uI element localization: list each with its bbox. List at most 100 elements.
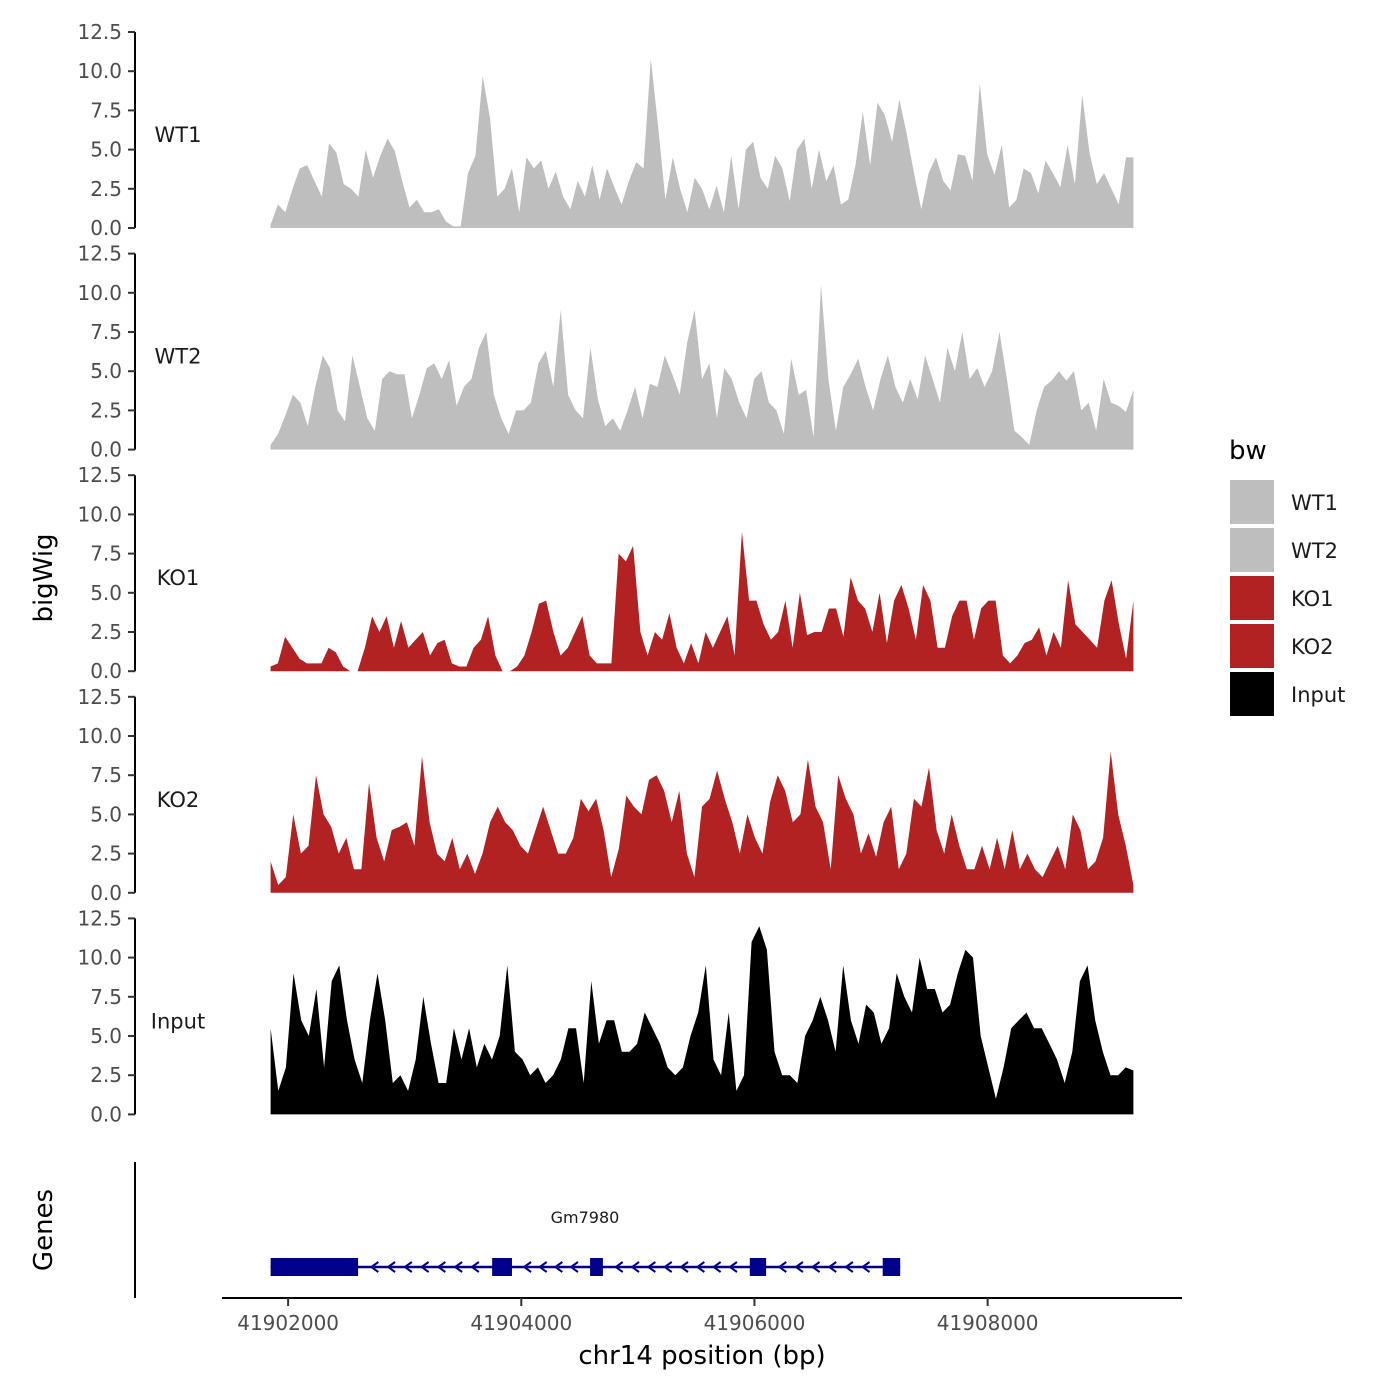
x-tick-label: 41902000 (237, 1311, 339, 1335)
y-tick-label: 12.5 (77, 906, 122, 930)
x-tick-label: 41904000 (470, 1311, 572, 1335)
y-tick-label: 0.0 (90, 438, 122, 462)
track-label-input: Input (151, 1009, 205, 1033)
strand-arrow (522, 1261, 532, 1273)
strand-arrow (810, 1261, 821, 1273)
signal-area-wt1 (270, 58, 1134, 229)
strand-arrow (794, 1261, 804, 1273)
y-tick-label: 10.0 (77, 724, 122, 748)
y-tick-label: 7.5 (90, 98, 122, 122)
y-tick-label: 5.0 (90, 359, 122, 383)
strand-arrow (419, 1261, 430, 1273)
strand-arrow (403, 1261, 413, 1273)
y-tick-label: 7.5 (90, 985, 122, 1009)
legend-swatch-ko2 (1230, 624, 1274, 668)
gene-model (270, 1258, 901, 1276)
y-tick-label: 10.0 (77, 281, 122, 305)
x-tick-label: 41906000 (704, 1311, 806, 1335)
y-tick-label: 2.5 (90, 1063, 122, 1087)
strand-arrow (827, 1261, 837, 1273)
strand-arrow (369, 1261, 379, 1273)
gene-exon (590, 1258, 603, 1276)
x-tick-label: 41908000 (937, 1311, 1039, 1335)
strand-arrow (614, 1261, 624, 1273)
strand-arrow (470, 1261, 480, 1273)
y-tick-label: 2.5 (90, 842, 122, 866)
track-label-ko2: KO2 (157, 788, 200, 812)
gene-exon (270, 1258, 359, 1276)
signal-tracks: 0.0 2.5 5.0 7.5 10.0 12.5 WT1 0.0 2.5 5.0 7.5 10.0 1… (77, 20, 1134, 1126)
y-tick-label: 2.5 (90, 398, 122, 422)
legend-label-ko1: KO1 (1291, 587, 1334, 611)
strand-arrow (662, 1261, 673, 1273)
x-axis-title: chr14 position (bp) (578, 1341, 825, 1371)
gene-exon (749, 1258, 767, 1276)
track-label-wt1: WT1 (155, 123, 202, 147)
y-tick-label: 0.0 (90, 881, 122, 905)
legend-title: bw (1229, 436, 1267, 466)
y-tick-label: 0.0 (90, 216, 122, 240)
track-label-ko1: KO1 (157, 566, 200, 590)
legend-label-wt1: WT1 (1291, 491, 1338, 515)
strand-arrow (844, 1261, 854, 1273)
y-tick-label: 12.5 (77, 242, 122, 266)
strand-arrow (453, 1261, 463, 1273)
y-tick-label: 5.0 (90, 802, 122, 826)
y-tick-label: 7.5 (90, 763, 122, 787)
legend-swatch-input (1230, 672, 1274, 716)
y-tick-label: 10.0 (77, 502, 122, 526)
y-axis-title: bigWig (29, 533, 59, 622)
gene-name-label: Gm7980 (551, 1208, 620, 1227)
y-tick-label: 0.0 (90, 659, 122, 683)
strand-arrow (711, 1261, 722, 1273)
signal-area-ko1 (270, 531, 1134, 672)
track-wt2: 0.0 2.5 5.0 7.5 10.0 12.5 WT2 (77, 242, 1134, 462)
strand-arrow (728, 1261, 738, 1273)
gene-exon (492, 1258, 512, 1276)
strand-arrow (646, 1261, 656, 1273)
gene-panel: Genes Gm7980 (29, 1162, 901, 1298)
legend-swatch-wt1 (1230, 480, 1274, 524)
y-tick-label: 0.0 (90, 1102, 122, 1126)
track-ko2: 0.0 2.5 5.0 7.5 10.0 12.5 KO2 (77, 685, 1134, 905)
x-axis: 41902000 41904000 41906000 41908000 (222, 1297, 1182, 1335)
legend: bw WT1 WT2 KO1 KO2 Input (1229, 436, 1345, 716)
legend-label-wt2: WT2 (1291, 539, 1338, 563)
track-wt1: 0.0 2.5 5.0 7.5 10.0 12.5 WT1 (77, 20, 1134, 240)
strand-arrow (436, 1261, 446, 1273)
signal-area-input (270, 926, 1134, 1115)
y-tick-label: 7.5 (90, 542, 122, 566)
y-tick-label: 12.5 (77, 20, 122, 44)
y-tick-label: 10.0 (77, 59, 122, 83)
strand-arrow (679, 1261, 689, 1273)
strand-arrow (553, 1261, 563, 1273)
strand-arrow (860, 1261, 871, 1273)
strand-arrow (777, 1261, 787, 1273)
gene-exon (882, 1258, 901, 1276)
y-tick-label: 2.5 (90, 177, 122, 201)
y-tick-label: 12.5 (77, 685, 122, 709)
strand-arrow (569, 1261, 579, 1273)
signal-area-wt2 (270, 285, 1134, 450)
y-tick-label: 5.0 (90, 581, 122, 605)
y-tick-label: 10.0 (77, 946, 122, 970)
strand-arrow (695, 1261, 705, 1273)
signal-area-ko2 (270, 751, 1134, 893)
legend-label-ko2: KO2 (1291, 635, 1334, 659)
strand-arrow (630, 1261, 640, 1273)
y-tick-label: 2.5 (90, 620, 122, 644)
strand-arrow (386, 1261, 396, 1273)
legend-label-input: Input (1291, 683, 1345, 707)
track-label-wt2: WT2 (155, 345, 202, 369)
y-tick-label: 12.5 (77, 463, 122, 487)
track-ko1: 0.0 2.5 5.0 7.5 10.0 12.5 KO1 (77, 463, 1134, 683)
y-tick-label: 5.0 (90, 138, 122, 162)
y-tick-label: 5.0 (90, 1024, 122, 1048)
genes-axis-title: Genes (29, 1189, 59, 1271)
strand-arrow (537, 1261, 548, 1273)
y-tick-label: 7.5 (90, 320, 122, 344)
legend-swatch-ko1 (1230, 576, 1274, 620)
track-input: 0.0 2.5 5.0 7.5 10.0 12.5 Input (77, 906, 1134, 1126)
legend-swatch-wt2 (1230, 528, 1274, 572)
